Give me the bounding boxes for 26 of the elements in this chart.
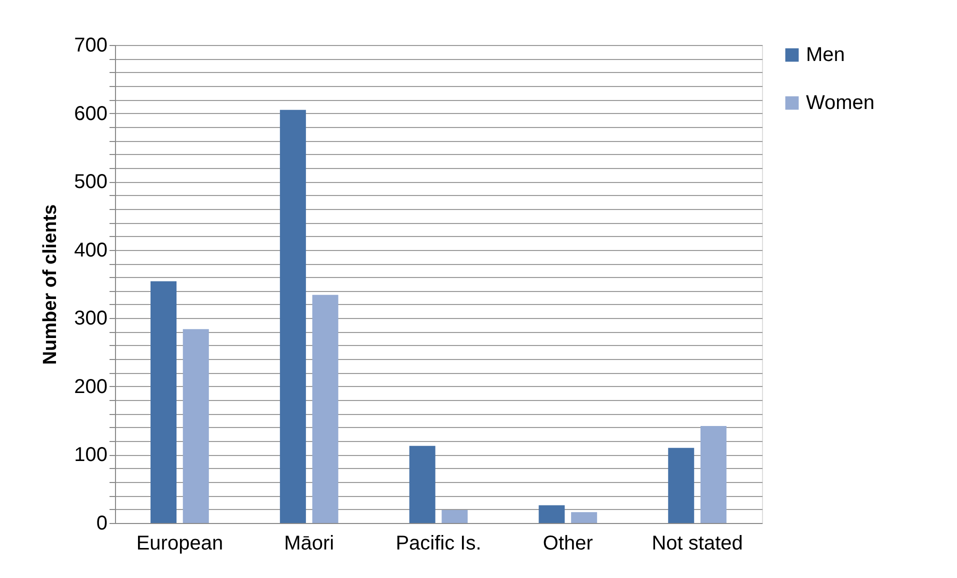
x-tick-label: Other	[542, 532, 594, 554]
legend-label: Men	[806, 44, 845, 66]
y-axis-title: Number of clients	[40, 204, 62, 365]
bar	[538, 505, 565, 523]
bar	[442, 510, 468, 523]
bar	[280, 110, 306, 523]
x-tick-label: Not stated	[652, 532, 743, 554]
bar	[700, 426, 726, 523]
bar	[182, 329, 209, 523]
y-tick-label: 0	[96, 512, 108, 534]
x-tick-label: Pacific Is.	[396, 532, 482, 554]
y-tick-label: 300	[74, 308, 108, 330]
y-tick-label: 200	[74, 376, 108, 398]
bar	[409, 446, 436, 523]
y-tick-label: 100	[74, 444, 108, 466]
x-tick-label: European	[136, 532, 224, 554]
bar	[312, 294, 338, 523]
y-tick-label: 700	[74, 34, 108, 56]
bar	[571, 512, 598, 523]
bar	[150, 281, 177, 523]
legend-label: Women	[806, 92, 875, 114]
y-tick-label: 600	[74, 102, 108, 125]
bar	[668, 448, 694, 523]
y-tick-label: 400	[74, 239, 108, 262]
x-tick-label: Māori	[284, 532, 334, 554]
y-tick-label: 500	[74, 171, 108, 194]
